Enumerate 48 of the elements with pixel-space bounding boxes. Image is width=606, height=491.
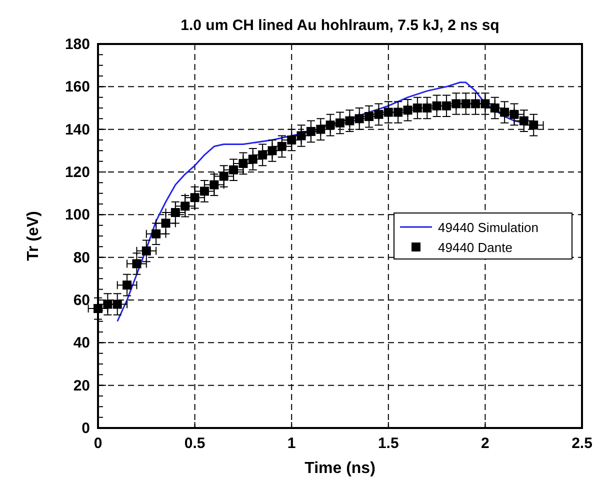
x-tick-label: 1 xyxy=(287,435,296,452)
x-tick-label: 2 xyxy=(481,435,490,452)
y-tick-label: 180 xyxy=(64,36,90,53)
point xyxy=(210,180,219,190)
point xyxy=(94,304,102,314)
legend-label: 49440 Dante xyxy=(438,240,512,255)
x-axis-title: Time (ns) xyxy=(304,460,376,477)
point xyxy=(200,186,209,196)
y-tick-label: 140 xyxy=(64,121,90,138)
x-tick-label: 0.5 xyxy=(184,435,206,452)
y-tick-label: 40 xyxy=(73,334,90,352)
x-tick-label: 2.5 xyxy=(572,435,592,452)
point xyxy=(490,104,500,112)
y-tick-label: 20 xyxy=(73,377,90,394)
point xyxy=(296,131,306,140)
point xyxy=(122,280,132,290)
point xyxy=(219,172,228,181)
point xyxy=(258,150,268,160)
point xyxy=(170,208,180,218)
point xyxy=(529,120,538,130)
point xyxy=(316,124,326,134)
y-tick-label: 80 xyxy=(73,249,90,266)
legend-label: 49440 Simulation xyxy=(438,220,538,235)
point xyxy=(229,165,238,174)
point xyxy=(277,142,286,151)
point xyxy=(238,158,248,168)
point xyxy=(287,136,296,144)
point xyxy=(519,116,528,126)
point xyxy=(152,229,161,238)
point xyxy=(510,110,519,119)
y-axis-title: Tr (eV) xyxy=(25,211,42,261)
x-tick-label: 0 xyxy=(94,435,102,452)
x-tick-label: 1.5 xyxy=(378,435,399,452)
point xyxy=(190,193,200,202)
y-tick-label: 160 xyxy=(64,78,90,96)
point xyxy=(112,300,122,309)
point xyxy=(268,146,277,156)
point xyxy=(132,259,142,268)
y-tick-label: 120 xyxy=(64,164,90,181)
chart-title: 1.0 um CH lined Au hohlraum, 7.5 kJ, 2 ns sq xyxy=(180,17,500,34)
point xyxy=(248,154,258,164)
y-tick-label: 0 xyxy=(82,420,90,437)
y-tick-label: 60 xyxy=(73,292,90,309)
point xyxy=(180,202,190,211)
point xyxy=(161,218,170,228)
point xyxy=(480,99,490,108)
point xyxy=(142,246,151,256)
y-tick-label: 100 xyxy=(64,206,90,224)
